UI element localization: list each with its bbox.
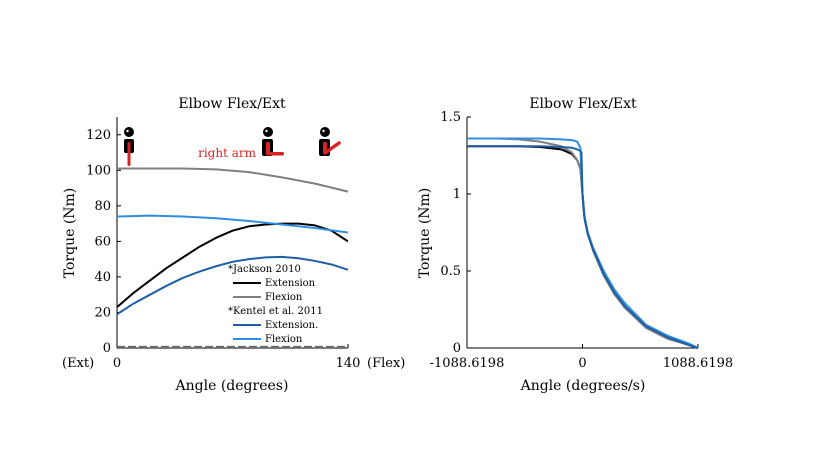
legend-left: *Jackson 2010 Extension Flexion *Kentel … <box>228 264 323 345</box>
x-tick-label: -1088.6198 <box>430 356 505 371</box>
chart-right-velocity: Elbow Flex/Ext 00.511.5-1088.6198 0 1088.6… <box>417 96 733 394</box>
x-tick-label: 1088.6198 <box>663 356 733 371</box>
y-tick-label: 60 <box>94 234 111 249</box>
series-line-3 <box>467 145 699 349</box>
legend-entry-jackson-extension: Extension <box>265 278 316 289</box>
y-tick-label: 120 <box>86 128 111 143</box>
y-tick-label: 0 <box>103 341 111 356</box>
right-arm-annotation: right arm <box>198 146 257 160</box>
y-tick-label: 0.5 <box>440 264 461 279</box>
chart-left-angle: Elbow Flex/Ext right arm 0 20 40 60 80 100 120… <box>62 96 405 394</box>
chart-right-xlabel: Angle (degrees/s) <box>520 378 646 394</box>
left-plot-area: 0 20 40 60 80 100 120 0 140 <box>86 117 360 371</box>
x-end-label-ext: (Ext) <box>62 356 94 371</box>
legend-entry-kentel-flexion: Flexion <box>265 334 303 345</box>
y-tick-label: 0 <box>453 341 461 356</box>
legend-entry-jackson-flexion: Flexion <box>265 292 303 303</box>
legend-heading-jackson: *Jackson 2010 <box>228 264 301 275</box>
y-tick-label: 1.5 <box>440 110 461 125</box>
chart-left-title: Elbow Flex/Ext <box>178 96 286 112</box>
right-plot-area: 00.511.5-1088.6198 0 1088.6198 <box>430 110 734 371</box>
chart-left-xlabel: Angle (degrees) <box>175 378 289 394</box>
chart-right-title: Elbow Flex/Ext <box>529 96 637 112</box>
series-line-flexion-1 <box>117 167 349 193</box>
series-line-flexion-3 <box>116 214 349 234</box>
legend-heading-kentel: *Kentel et al. 2011 <box>228 306 323 317</box>
y-tick-label: 100 <box>86 163 111 178</box>
arm-flexed-figure-icon <box>319 127 341 156</box>
arm-90deg-figure-icon <box>262 127 284 156</box>
y-tick-label: 40 <box>94 270 111 285</box>
x-tick-label: 140 <box>336 356 361 371</box>
chart-right-ylabel: Torque (Nm) <box>417 188 433 279</box>
y-tick-label: 20 <box>94 305 111 320</box>
legend-entry-kentel-extension: Extension. <box>265 320 318 331</box>
y-tick-label: 1 <box>453 187 461 202</box>
x-tick-label: 0 <box>113 356 121 371</box>
x-end-label-flex: (Flex) <box>367 356 405 371</box>
series-line-extension-0 <box>116 222 349 308</box>
series-line-extension-2 <box>116 255 349 316</box>
y-tick-label: 80 <box>94 199 111 214</box>
chart-left-ylabel: Torque (Nm) <box>62 188 78 279</box>
x-tick-label: 0 <box>578 356 586 371</box>
arm-extended-figure-icon <box>124 127 134 166</box>
